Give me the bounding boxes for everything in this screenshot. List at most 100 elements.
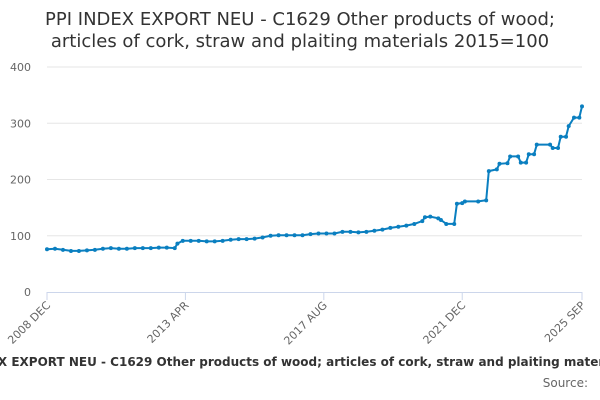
y-tick-label: 200 (10, 174, 31, 187)
data-point (284, 233, 289, 238)
chart-title-line-2: articles of cork, straw and plaiting mat… (50, 31, 550, 52)
data-point (524, 160, 529, 165)
data-point (348, 229, 353, 234)
data-point (497, 161, 502, 166)
data-point (580, 104, 584, 109)
data-point (534, 142, 539, 147)
data-point (76, 248, 81, 253)
x-tick-label: 2017 AUG (281, 299, 330, 348)
legend: PPI INDEX EXPORT NEU - C1629 Other produ… (0, 355, 600, 371)
data-point (548, 142, 553, 147)
chart-title: PPI INDEX EXPORT NEU - C1629 Other produ… (0, 9, 600, 53)
data-point (388, 225, 393, 230)
data-point (196, 238, 201, 243)
data-point (558, 134, 563, 139)
data-point (556, 146, 561, 150)
data-point (236, 237, 241, 242)
data-point (212, 239, 217, 244)
data-point (124, 246, 129, 251)
data-point (316, 231, 321, 236)
data-point (108, 246, 113, 251)
x-tick-label: 2013 APR (145, 299, 192, 346)
data-point (372, 228, 377, 233)
data-point (518, 160, 523, 165)
data-point (220, 238, 225, 243)
data-point (204, 239, 209, 244)
data-point (422, 215, 427, 220)
data-point (116, 246, 121, 251)
data-point (84, 248, 89, 253)
data-point (52, 246, 57, 251)
data-point (324, 231, 329, 236)
data-point (462, 199, 467, 204)
x-axis-ticks: 2008 DEC 2013 APR 2017 AUG 2021 DEC 2025 SEP (5, 292, 588, 347)
data-point (577, 115, 582, 120)
source-credit: Source: (542, 376, 588, 390)
data-point (140, 246, 145, 251)
data-point (132, 246, 137, 251)
data-point (356, 230, 361, 235)
data-point (566, 124, 571, 129)
data-point (308, 232, 313, 237)
y-axis-ticks: 0 100 200 300 400 (10, 61, 31, 299)
data-point (100, 246, 105, 251)
series-line[interactable] (46, 106, 583, 252)
data-point (526, 152, 531, 157)
data-point (180, 238, 185, 243)
legend-item[interactable]: PPI INDEX EXPORT NEU - C1629 Other produ… (0, 355, 600, 369)
data-point (244, 237, 249, 242)
data-point (494, 167, 499, 172)
data-point (438, 218, 443, 222)
data-point (454, 201, 459, 206)
data-point (508, 154, 513, 159)
data-point (172, 246, 177, 251)
data-point (156, 245, 161, 250)
x-tick-label: 2025 SEP (542, 299, 588, 345)
y-tick-label: 300 (10, 117, 31, 130)
data-point (412, 221, 417, 226)
y-tick-label: 400 (10, 61, 31, 74)
data-point (452, 221, 457, 226)
data-point (516, 154, 521, 159)
data-point (175, 241, 180, 246)
data-point (148, 246, 153, 251)
data-point (564, 134, 569, 139)
data-point (428, 214, 433, 219)
data-point (380, 227, 385, 232)
data-point (164, 245, 169, 250)
data-point (332, 231, 337, 236)
series-points (45, 104, 584, 253)
data-point (484, 198, 489, 203)
x-tick-label: 2021 DEC (421, 299, 469, 347)
data-point (276, 233, 281, 238)
data-point (420, 219, 425, 224)
data-point (300, 233, 305, 238)
data-point (92, 247, 97, 252)
data-point (404, 223, 409, 228)
y-tick-label: 100 (10, 230, 31, 243)
data-point (260, 235, 265, 240)
data-point (396, 224, 401, 229)
data-point (292, 233, 297, 238)
data-point (444, 221, 449, 226)
data-point (572, 115, 577, 120)
data-point (532, 152, 537, 157)
data-point (252, 236, 257, 241)
data-point (364, 229, 369, 234)
data-point (268, 233, 273, 238)
data-point (228, 237, 233, 242)
data-point (68, 248, 73, 253)
data-point (486, 169, 491, 174)
y-tick-label: 0 (24, 286, 31, 299)
data-point (45, 247, 49, 252)
data-point (476, 199, 481, 204)
data-point (188, 238, 193, 243)
data-point (505, 161, 510, 166)
chart-title-line-1: PPI INDEX EXPORT NEU - C1629 Other produ… (45, 9, 555, 30)
y-gridlines (47, 66, 582, 237)
x-tick-label: 2008 DEC (5, 299, 53, 347)
data-point (550, 146, 555, 150)
data-point (60, 247, 65, 252)
data-point (340, 229, 345, 234)
